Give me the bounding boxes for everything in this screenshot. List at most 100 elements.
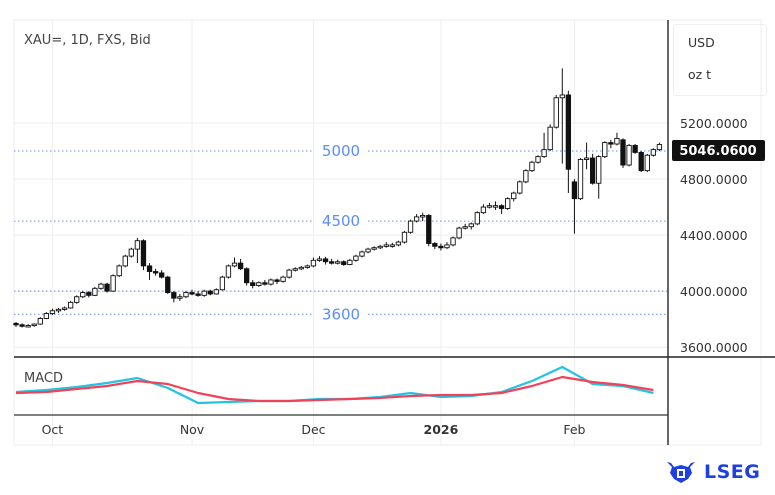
candle-body-up [219, 276, 226, 291]
candle-body-up [626, 144, 632, 166]
candle-body-up [541, 149, 547, 158]
candle [395, 240, 402, 247]
candle-body-down [189, 292, 195, 295]
candle [231, 257, 238, 268]
candle [292, 267, 298, 272]
candle [110, 274, 116, 292]
candle [608, 139, 614, 149]
candle-body-up [43, 313, 50, 319]
candle-body-up [517, 181, 523, 194]
candle [565, 90, 572, 194]
candle [13, 321, 19, 327]
candle-body-up [468, 223, 474, 228]
candle [347, 258, 353, 266]
candle-body-down [159, 272, 165, 278]
candle [559, 68, 565, 164]
candle [596, 155, 602, 199]
candle [438, 243, 444, 251]
unit-label: oz t [688, 67, 712, 82]
candle [371, 246, 377, 251]
candle-body-up [80, 292, 86, 298]
candle [298, 265, 304, 271]
candle [268, 278, 274, 286]
candle-body-down [207, 290, 213, 295]
candle-body-down [432, 243, 438, 247]
candle [316, 256, 323, 262]
candle-body-up [650, 149, 657, 156]
candle [389, 242, 395, 248]
candle-body-down [632, 144, 638, 153]
candle-body-down [86, 292, 92, 296]
candle-body-up [505, 198, 511, 209]
candle-body-up [213, 289, 219, 295]
candle-body-up [456, 227, 462, 239]
candle [262, 279, 268, 286]
candle [274, 278, 280, 285]
candle-body-up [225, 265, 232, 278]
candle [31, 323, 37, 327]
currency-label: USD [688, 35, 715, 50]
candle [359, 250, 365, 258]
candle-body-up [316, 258, 323, 261]
candle [462, 223, 468, 230]
candle-body-down [274, 279, 280, 282]
signal-line [15, 375, 654, 403]
candle [529, 160, 535, 173]
candle-body-down [565, 94, 572, 170]
candle-body-up [347, 259, 353, 265]
candle-body-up [583, 157, 590, 160]
candle-body-up [559, 94, 565, 99]
macd-title: MACD [24, 371, 63, 386]
candle [426, 214, 432, 247]
candle [614, 132, 620, 146]
candle-body-up [110, 275, 116, 292]
x-tick-label: Nov [180, 422, 205, 437]
candle-body-down [19, 324, 25, 327]
candle-body-down [608, 142, 614, 145]
level-label: 4500 [322, 212, 360, 230]
candle [480, 204, 487, 215]
candle [365, 247, 371, 254]
candle-body-up [268, 279, 274, 285]
candle-body-up [25, 325, 31, 328]
candle [171, 291, 177, 303]
candle-body-up [292, 268, 298, 271]
candle [620, 138, 626, 168]
candle-body-up [644, 154, 650, 172]
candle-body-up [395, 241, 402, 246]
candle [474, 211, 480, 226]
candle-body-down [426, 215, 432, 244]
candle [420, 212, 426, 222]
candle [25, 324, 31, 328]
candle [644, 153, 650, 173]
candle-body-up [304, 265, 311, 268]
candle-body-up [407, 220, 414, 233]
candle [286, 268, 292, 279]
candle-body-up [596, 156, 602, 184]
candle [656, 142, 663, 152]
candle-body-up [377, 245, 383, 249]
candle [237, 258, 244, 271]
candle [523, 169, 529, 184]
x-tick-label: 2026 [424, 422, 459, 437]
candle-body-down [571, 181, 578, 200]
candle-body-up [547, 126, 553, 151]
candle [450, 236, 456, 247]
candle [413, 214, 420, 223]
candle [134, 237, 141, 264]
candle-body-down [341, 261, 347, 265]
x-tick-label: Feb [563, 422, 585, 437]
candle-body-up [116, 265, 122, 277]
candle-body-up [61, 307, 68, 310]
candle [602, 141, 608, 159]
candle [250, 279, 256, 289]
y-tick-label: 5200.0000 [680, 116, 748, 131]
y-tick-label: 3600.0000 [680, 340, 748, 355]
candle [401, 230, 408, 244]
candle [146, 263, 153, 280]
candle [43, 312, 50, 320]
candle [219, 275, 226, 291]
candle [37, 317, 43, 325]
candle-body-down [146, 265, 153, 272]
lseg-wordmark: LSEG [704, 461, 761, 483]
